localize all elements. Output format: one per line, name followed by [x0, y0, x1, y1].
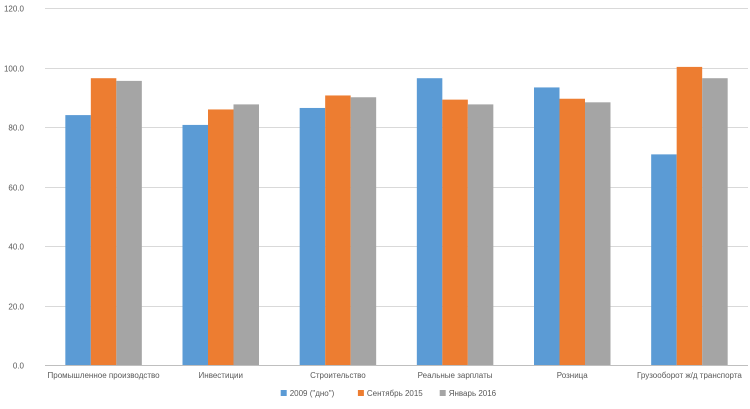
x-category-label: Инвестиции — [199, 371, 243, 380]
legend-swatch — [357, 390, 364, 396]
bar — [182, 124, 208, 365]
legend-swatch — [439, 390, 446, 396]
bar — [233, 104, 259, 365]
y-tick-label: 40.0 — [8, 243, 24, 252]
axes: 0.0 20.0 40.0 60.0 80.0 100.0 120.0 Промышленно… — [4, 5, 748, 380]
bars — [65, 66, 728, 366]
bar — [299, 107, 326, 366]
bar — [585, 102, 611, 365]
y-tick-label: 100.0 — [4, 65, 25, 74]
bar — [702, 78, 728, 366]
x-category-label: Строительство — [310, 371, 366, 380]
x-category-label: Грузооборот ж/д транспорта — [637, 371, 742, 380]
bar — [90, 78, 117, 366]
bar — [442, 99, 468, 365]
legend-label: Сентябрь 2015 — [367, 389, 423, 398]
bar — [534, 87, 560, 366]
legend: 2009 ("дно") Сентябрь 2015 Январь 2016 — [280, 389, 497, 398]
bar — [325, 95, 351, 366]
y-tick-label: 120.0 — [4, 5, 25, 14]
legend-swatch — [280, 390, 287, 396]
y-tick-label: 0.0 — [13, 362, 25, 371]
bar — [208, 109, 234, 365]
legend-label: 2009 ("дно") — [290, 389, 335, 398]
bar — [559, 98, 585, 366]
gridlines — [45, 8, 748, 307]
bar — [350, 97, 377, 365]
y-tick-label: 60.0 — [8, 184, 24, 193]
bar — [651, 154, 677, 365]
bar — [467, 104, 494, 365]
bar — [416, 78, 443, 366]
x-category-label: Промышленное производство — [48, 371, 161, 380]
y-tick-label: 80.0 — [8, 124, 24, 133]
x-category-label: Реальные зарплаты — [418, 371, 493, 380]
bar — [676, 66, 703, 366]
y-tick-label: 20.0 — [8, 303, 24, 312]
legend-label: Январь 2016 — [449, 389, 497, 398]
x-category-label: Розница — [557, 371, 588, 380]
bar — [65, 115, 91, 365]
bar — [116, 80, 142, 365]
